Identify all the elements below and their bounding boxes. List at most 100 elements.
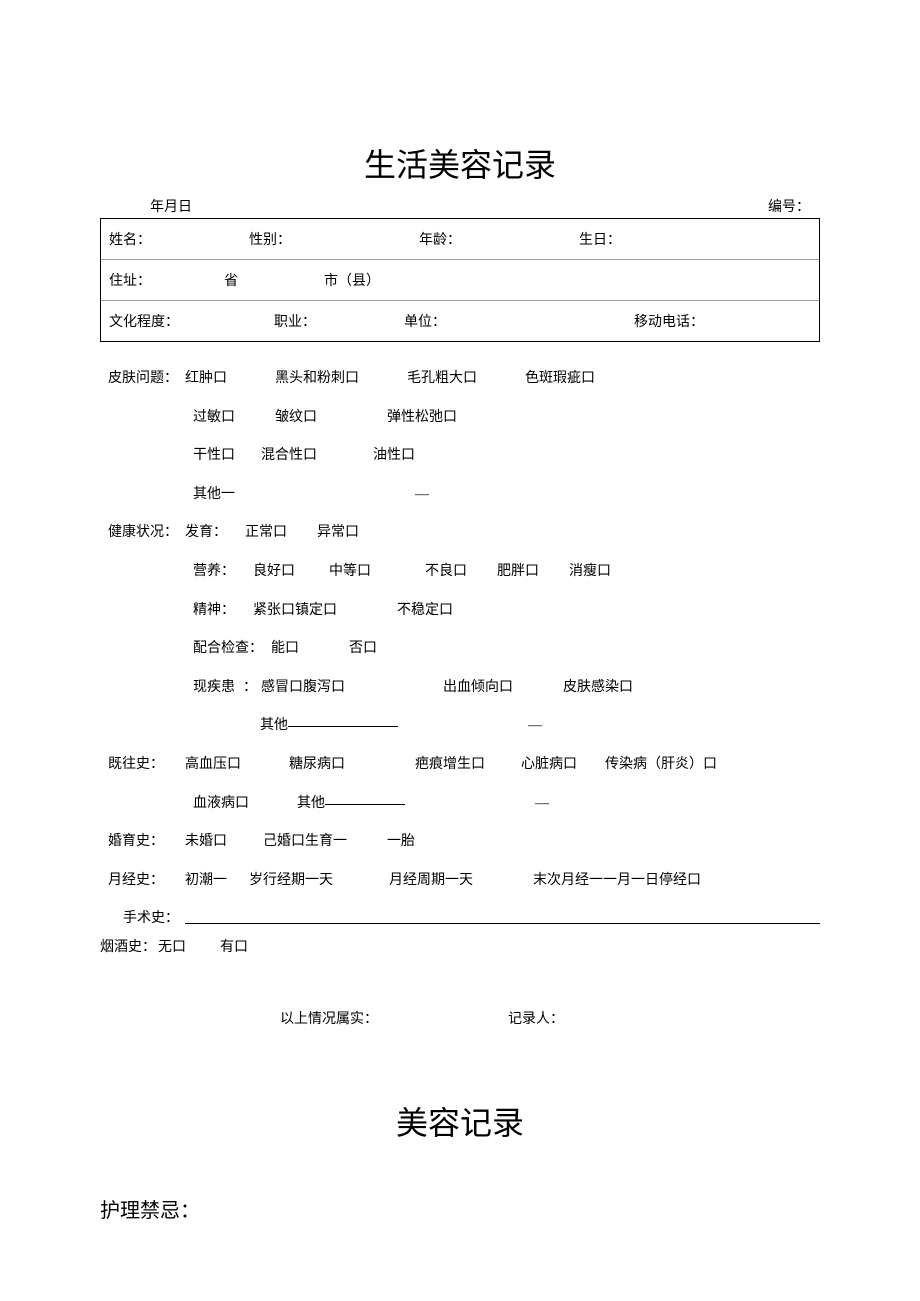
dash: — — [528, 713, 542, 740]
dash: — — [535, 791, 549, 818]
menses-part: 初潮一 — [185, 868, 227, 895]
health-other-row: 其他 — — [100, 707, 820, 746]
marriage-opt[interactable]: 一胎 — [387, 829, 415, 856]
surgery-row: 手术史： — [100, 900, 820, 933]
truth-label: 以上情况属实： — [280, 1008, 378, 1028]
skin-opt[interactable]: 皱纹口 — [275, 405, 317, 432]
menses-label: 月经史： — [100, 868, 185, 895]
menses-part: 岁行经期一天 — [249, 868, 333, 895]
main-title: 生活美容记录 — [100, 140, 820, 186]
marriage-row: 婚育史： 未婚口 己婚口生育一 一胎 — [100, 823, 820, 862]
menses-row: 月经史： 初潮一 岁行经期一天 月经周期一天 末次月经一一月一日停经口 — [100, 862, 820, 901]
dev-label: 发育： — [185, 520, 245, 547]
underline[interactable] — [288, 713, 398, 727]
mental-label: 精神： — [193, 598, 253, 625]
skin-opt[interactable]: 过敏口 — [193, 405, 235, 432]
info-row-3: 文化程度： 职业： 单位： 移动电话： — [101, 301, 819, 341]
history-opt[interactable]: 糖尿病口 — [289, 752, 345, 779]
number-label: 编号： — [768, 196, 810, 216]
marriage-opt[interactable]: 未婚口 — [185, 829, 227, 856]
education-label: 文化程度： — [109, 311, 179, 331]
province-label: 省 — [224, 270, 238, 290]
history-row-1: 既往史： 高血压口 糖尿病口 疤痕增生口 心脏病口 传染病（肝炎）口 — [100, 746, 820, 785]
history-other: 其他 — [297, 791, 325, 818]
dash: — — [415, 482, 429, 509]
menses-part: 月经周期一天 — [389, 868, 473, 895]
nut-opt[interactable]: 消瘦口 — [569, 559, 611, 586]
sub-title: 美容记录 — [100, 1098, 820, 1144]
health-coop-row: 配合检查： 能口 否口 — [100, 630, 820, 669]
history-blood[interactable]: 血液病口 — [193, 791, 249, 818]
occupation-label: 职业： — [274, 311, 316, 331]
underline[interactable] — [325, 791, 405, 805]
skin-opt[interactable]: 黑头和粉刺口 — [275, 366, 359, 393]
skin-other: 其他一 — [193, 482, 235, 509]
health-nut-row: 营养： 良好口 中等口 不良口 肥胖口 消瘦口 — [100, 553, 820, 592]
nut-opt[interactable]: 不良口 — [425, 559, 467, 586]
history-row-2: 血液病口 其他 — — [100, 785, 820, 824]
smoke-opt[interactable]: 有口 — [220, 935, 248, 962]
smoke-opt[interactable]: 无口 — [158, 935, 186, 962]
signature-row: 以上情况属实： 记录人： — [100, 968, 820, 1028]
health-disease-row: 现疾患 ： 感冒口腹泻口 出血倾向口 皮肤感染口 — [100, 669, 820, 708]
gender-label: 性别： — [249, 229, 291, 249]
info-row-2: 住址： 省 市（县） — [101, 260, 819, 301]
info-row-1: 姓名： 性别： 年龄： 生日： — [101, 219, 819, 260]
surgery-label: 手术史： — [100, 906, 185, 933]
coop-label: 配合检查： — [193, 636, 271, 663]
age-label: 年龄： — [419, 229, 461, 249]
history-opt[interactable]: 传染病（肝炎）口 — [605, 752, 717, 779]
info-box: 姓名： 性别： 年龄： 生日： 住址： 省 市（县） 文化程度： 职业： 单位：… — [100, 218, 820, 342]
marriage-label: 婚育史： — [100, 829, 185, 856]
care-label: 护理禁忌： — [100, 1194, 820, 1223]
skin-opt[interactable]: 干性口 — [193, 443, 235, 470]
skin-opt[interactable]: 红肿口 — [185, 366, 227, 393]
address-label: 住址： — [109, 270, 151, 290]
disease-colon: ： — [243, 675, 257, 702]
nut-opt[interactable]: 中等口 — [329, 559, 371, 586]
mental-opt[interactable]: 紧张口镇定口 — [253, 598, 337, 625]
skin-label: 皮肤问题： — [100, 366, 185, 393]
dev-opt[interactable]: 异常口 — [317, 520, 359, 547]
skin-opt[interactable]: 油性口 — [373, 443, 415, 470]
history-opt[interactable]: 高血压口 — [185, 752, 241, 779]
surgery-line[interactable] — [185, 906, 820, 924]
marriage-opt[interactable]: 己婚口生育一 — [263, 829, 347, 856]
birthday-label: 生日： — [579, 229, 621, 249]
history-opt[interactable]: 疤痕增生口 — [415, 752, 485, 779]
health-label: 健康状况： — [100, 520, 185, 547]
disease-opt[interactable]: 感冒口腹泻口 — [261, 675, 345, 702]
skin-opt[interactable]: 弹性松弛口 — [387, 405, 457, 432]
recorder-label: 记录人： — [508, 1008, 564, 1028]
mobile-label: 移动电话： — [634, 311, 704, 331]
health-mental-row: 精神： 紧张口镇定口 不稳定口 — [100, 592, 820, 631]
dev-opt[interactable]: 正常口 — [245, 520, 287, 547]
coop-opt[interactable]: 能口 — [271, 636, 299, 663]
skin-opt[interactable]: 色斑瑕疵口 — [525, 366, 595, 393]
nut-opt[interactable]: 良好口 — [253, 559, 295, 586]
mental-opt[interactable]: 不稳定口 — [397, 598, 453, 625]
date-label: 年月日 — [150, 196, 192, 216]
name-label: 姓名： — [109, 229, 151, 249]
menses-part: 末次月经一一月一日停经口 — [533, 868, 701, 895]
health-other: 其他 — [260, 713, 288, 740]
disease-label: 现疾患 — [193, 675, 235, 702]
coop-opt[interactable]: 否口 — [349, 636, 377, 663]
history-label: 既往史： — [100, 752, 185, 779]
company-label: 单位： — [404, 311, 446, 331]
skin-opt[interactable]: 毛孔粗大口 — [407, 366, 477, 393]
skin-opt[interactable]: 混合性口 — [261, 443, 317, 470]
date-number-row: 年月日 编号： — [100, 196, 820, 218]
nut-label: 营养： — [193, 559, 253, 586]
skin-row-2: 过敏口 皱纹口 弹性松弛口 — [100, 399, 820, 438]
disease-opt[interactable]: 出血倾向口 — [443, 675, 513, 702]
nut-opt[interactable]: 肥胖口 — [497, 559, 539, 586]
disease-opt[interactable]: 皮肤感染口 — [563, 675, 633, 702]
skin-row-4: 其他一 — — [100, 476, 820, 515]
skin-row-3: 干性口 混合性口 油性口 — [100, 437, 820, 476]
smoke-row: 烟酒史： 无口 有口 — [100, 933, 820, 968]
smoke-label: 烟酒史： — [100, 935, 156, 962]
history-opt[interactable]: 心脏病口 — [521, 752, 577, 779]
skin-row-1: 皮肤问题： 红肿口 黑头和粉刺口 毛孔粗大口 色斑瑕疵口 — [100, 360, 820, 399]
health-dev-row: 健康状况： 发育： 正常口 异常口 — [100, 514, 820, 553]
